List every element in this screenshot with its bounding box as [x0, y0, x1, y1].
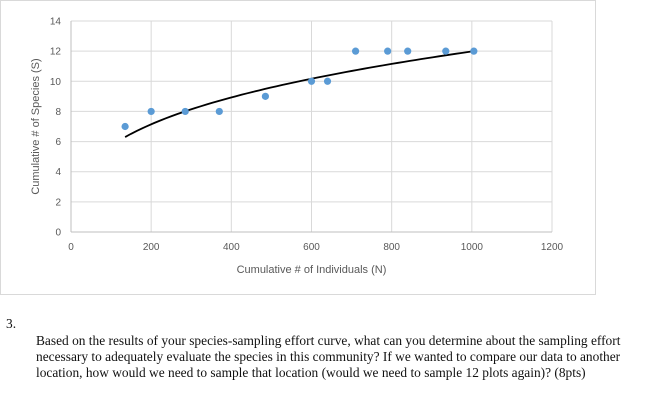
- data-point: [181, 107, 189, 116]
- data-point: [384, 47, 392, 55]
- data-point: [442, 47, 450, 55]
- x-tick-label-1000: 1000: [461, 242, 484, 253]
- y-tick-label-4: 4: [55, 167, 61, 178]
- chart-container: 0 2 4 6 8 10 12 14 0 200 400 600 800 1000 1200 Cumulat…: [0, 0, 596, 295]
- x-tick-label-0: 0: [68, 242, 74, 253]
- data-point: [121, 122, 129, 131]
- x-tick-label-400: 400: [223, 242, 240, 253]
- trendline: [124, 50, 474, 138]
- data-point: [261, 92, 270, 100]
- y-tick-label-12: 12: [50, 47, 62, 58]
- axes: 0 2 4 6 8 10 12 14 0 200 400 600 800 1000 1200: [50, 17, 564, 254]
- y-tick-label-0: 0: [55, 228, 61, 239]
- y-axis-title: Cumulative # of Species (S): [30, 58, 42, 194]
- species-effort-chart: 0 2 4 6 8 10 12 14 0 200 400 600 800 1000 1200 Cumulat…: [30, 17, 564, 277]
- y-tick-label-6: 6: [55, 137, 61, 148]
- x-tick-label-600: 600: [303, 242, 320, 253]
- question-number: 3.: [6, 316, 17, 331]
- grid: [71, 20, 553, 232]
- x-axis-title: Cumulative # of Individuals (N): [237, 264, 387, 276]
- data-point: [147, 107, 155, 116]
- y-tick-label-2: 2: [55, 197, 61, 208]
- data-point: [307, 77, 316, 85]
- data-point: [215, 107, 223, 116]
- data-point: [404, 47, 412, 55]
- x-tick-label-200: 200: [143, 242, 160, 253]
- y-tick-label-14: 14: [50, 17, 62, 28]
- x-tick-label-1200: 1200: [541, 242, 564, 253]
- data-point: [470, 47, 478, 55]
- y-tick-label-8: 8: [55, 107, 61, 118]
- data-points: [121, 47, 478, 131]
- data-point: [351, 47, 360, 55]
- question-text: Based on the results of your species-sam…: [36, 333, 621, 381]
- x-tick-label-800: 800: [383, 242, 400, 253]
- data-point: [323, 77, 332, 85]
- y-tick-label-10: 10: [50, 77, 62, 88]
- trendline-group: [124, 50, 474, 138]
